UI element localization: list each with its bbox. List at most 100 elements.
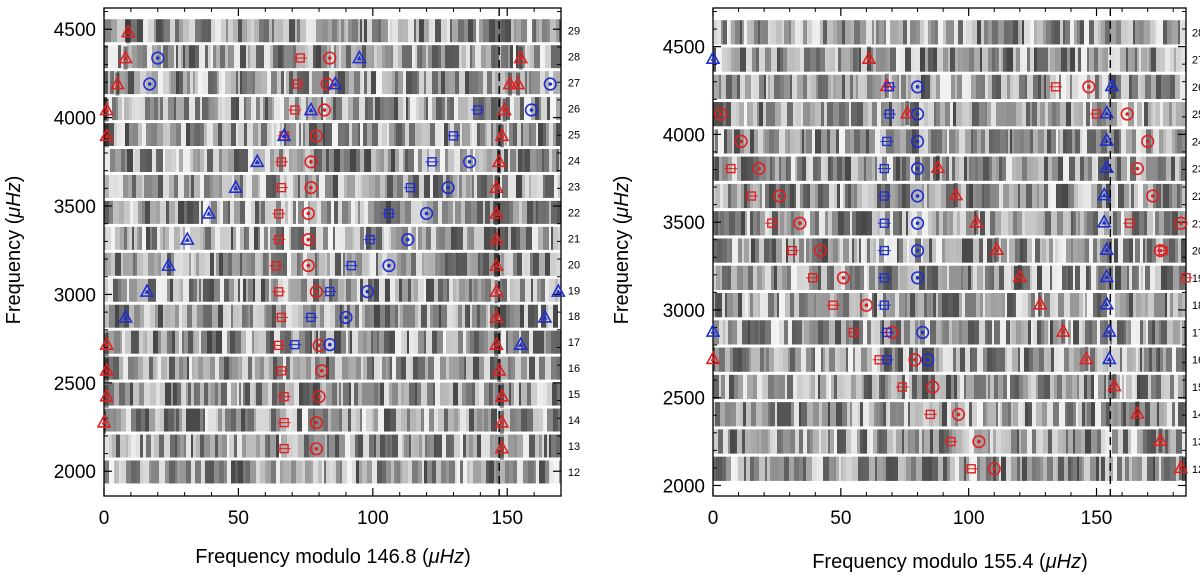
order-label: 16 [568,363,580,375]
marker-triangle-blue [276,127,292,142]
marker-triangle-red [99,362,115,376]
marker-circle-red [323,51,337,65]
order-label: 21 [1192,218,1200,230]
marker-circle-blue [339,310,353,325]
x-tick-label: 100 [953,508,985,529]
marker-square-red [274,312,288,323]
marker-square-red [291,79,305,89]
x-tick-label: 100 [357,508,389,529]
y-tick-label: 4500 [54,20,96,41]
strip-order-29 [104,19,561,43]
marker-triangle-red [494,388,510,402]
marker-square-red [272,287,286,297]
strip-order-25 [713,102,1186,127]
series-red-squares [269,53,307,454]
marker-triangle-blue [179,231,195,245]
marker-triangle-red [513,49,529,64]
marker-circle-red [309,416,323,430]
marker-square-blue [363,234,377,245]
order-label: 15 [568,389,580,401]
marker-triangle-red [99,388,115,402]
series-blue-circles [910,80,935,367]
marker-square-blue [877,163,891,174]
marker-triangle-red [1078,350,1094,365]
marker-square-red [724,163,738,174]
marker-circle-blue [143,77,157,91]
strip-order-21 [713,211,1186,236]
marker-square-red [1090,109,1104,119]
order-label: 28 [1192,27,1200,39]
strip-order-24 [713,129,1186,154]
marker-circle-red [926,380,940,394]
plot-frame [712,7,1187,497]
marker-square-blue [880,355,894,365]
marker-circle-blue [921,353,935,367]
marker-triangle-blue [327,75,343,90]
order-label: 26 [1192,82,1200,94]
marker-triangle-blue [161,257,176,271]
marker-triangle-red [1153,432,1168,447]
order-label: 18 [1192,300,1200,312]
marker-square-blue [403,182,417,193]
order-label: 23 [568,181,580,193]
marker-triangle-blue [139,283,155,297]
marker-triangle-red [489,179,504,193]
marker-circle-red [309,285,323,299]
marker-triangle-blue [1099,268,1115,283]
marker-triangle-blue [1096,214,1112,228]
strip-order-14 [104,408,561,432]
strip-order-12 [713,456,1186,481]
marker-square-blue [288,339,302,350]
marker-triangle-red [1107,377,1122,392]
marker-square-blue [880,136,894,147]
order-label: 21 [568,233,580,245]
marker-circle-red [1146,189,1160,203]
marker-circle-blue [910,134,925,149]
marker-circle-blue [463,155,477,169]
marker-circle-blue [910,189,925,203]
marker-square-red [272,209,286,219]
marker-circle-blue [910,271,925,285]
left-y-axis-label: Frequency (μHz) [3,176,25,325]
series-red-circles [301,51,337,456]
spectrum-strips [713,20,1186,481]
series-red-squares [724,82,1193,474]
marker-triangle-red [99,127,115,142]
marker-square-blue [877,218,891,228]
marker-circle-red [752,162,766,176]
marker-triangle-red [489,257,504,271]
marker-triangle-blue [1101,323,1117,337]
strip-order-27 [713,47,1186,72]
marker-square-blue [877,273,891,283]
marker-triangle-red [110,75,125,90]
marker-triangle-red [497,101,512,116]
order-label: 12 [568,467,580,479]
marker-circle-red [734,134,748,149]
marker-triangle-red [1055,323,1071,337]
x-tick-label: 50 [830,508,851,529]
marker-square-blue [880,327,894,338]
order-label: 19 [568,285,580,297]
marker-square-red [1156,245,1170,256]
order-label: 15 [1192,382,1200,394]
marker-triangle-red [96,414,112,428]
strip-order-22 [713,183,1186,209]
marker-square-red [272,234,286,245]
y-tick-label: 2000 [663,476,705,497]
marker-triangle-blue [228,179,244,193]
marker-square-red [744,191,758,201]
marker-square-red [274,157,288,167]
marker-circle-blue [910,162,925,176]
marker-triangle-red [489,205,504,219]
marker-square-blue [877,191,891,201]
marker-circle-red [813,243,827,258]
y-tick-label: 4500 [663,38,705,59]
marker-circle-red [793,216,807,230]
strip-order-16 [713,347,1186,372]
strip-order-18 [713,293,1186,318]
strip-order-25 [104,123,561,147]
marker-square-red [923,409,937,420]
y-tick-label: 2500 [663,389,705,410]
marker-circle-blue [382,259,396,273]
marker-triangle-red [489,309,504,323]
